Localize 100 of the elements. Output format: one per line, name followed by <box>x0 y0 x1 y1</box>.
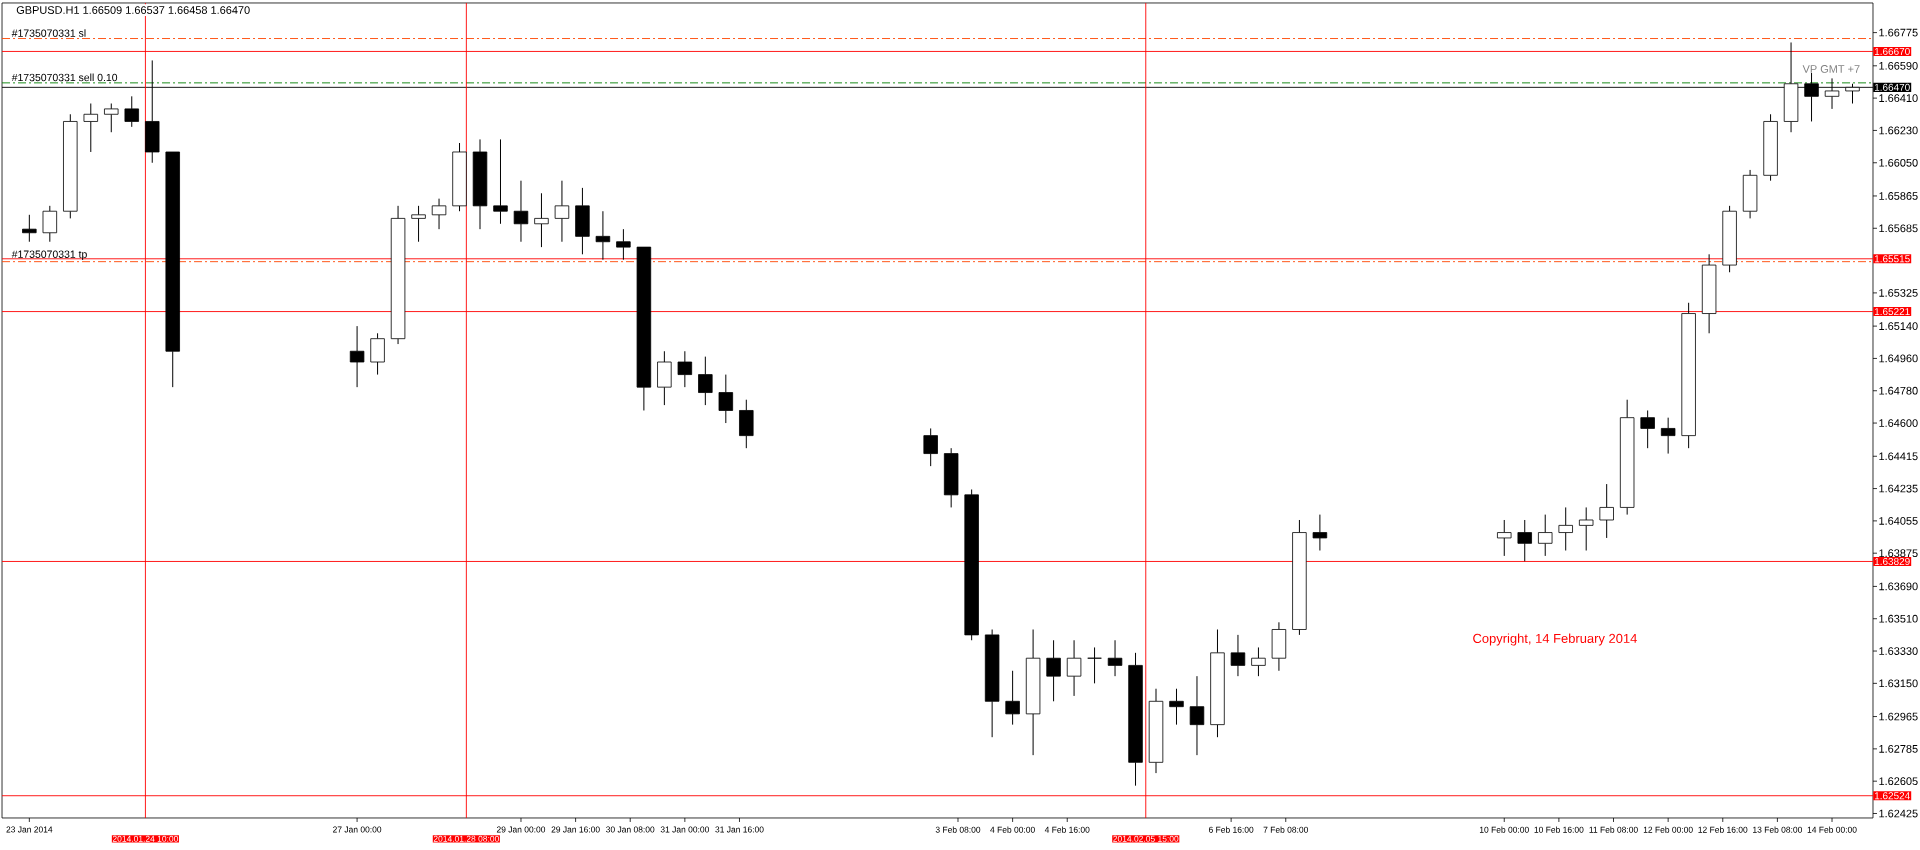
ref-line-label: 2014.01.24 10:00 <box>112 835 179 842</box>
candlestick <box>1538 514 1553 557</box>
candlestick <box>1271 621 1287 672</box>
x-tick-label: 4 Feb 00:00 <box>990 826 1035 833</box>
y-tick-label: 1.63510 <box>1879 614 1918 623</box>
x-tick-label: 11 Feb 08:00 <box>1589 826 1638 833</box>
candlestick <box>739 399 754 449</box>
y-tick-label: 1.63330 <box>1879 647 1918 655</box>
candlestick <box>349 325 365 388</box>
x-tick-label: 31 Jan 16:00 <box>715 826 764 833</box>
candlestick <box>1517 519 1532 562</box>
candlestick <box>1599 483 1614 539</box>
candlestick <box>124 95 139 128</box>
ref-line-label: 1.65221 <box>1874 308 1910 316</box>
ref-line-label: 1.63829 <box>1874 557 1910 565</box>
candlestick <box>1169 688 1184 726</box>
chart-title: GBPUSD.H1 1.66509 1.66537 1.66458 1.66470 <box>16 6 250 14</box>
y-tick-label: 1.66050 <box>1879 158 1918 167</box>
x-tick-label: 12 Feb 00:00 <box>1643 826 1693 833</box>
y-tick-label: 1.64055 <box>1879 517 1918 525</box>
candlestick <box>698 356 713 406</box>
candlestick <box>1578 506 1594 551</box>
y-tick-label: 1.64415 <box>1879 452 1918 461</box>
y-tick-label: 1.66775 <box>1879 28 1918 37</box>
y-tick-label: 1.62785 <box>1879 745 1918 753</box>
candlestick <box>42 205 58 243</box>
x-tick-label: 10 Feb 16:00 <box>1534 826 1584 833</box>
ref-line-label: 1.65515 <box>1874 255 1910 263</box>
x-tick-label: 29 Jan 16:00 <box>551 826 600 833</box>
y-tick-label: 1.64235 <box>1879 484 1918 493</box>
y-tick-label: 1.66230 <box>1879 126 1918 135</box>
annotation: Copyright, 14 February 2014 <box>1473 633 1637 646</box>
x-tick-label: 6 Feb 16:00 <box>1208 826 1254 833</box>
candlestick <box>370 332 385 376</box>
x-tick-label: 13 Feb 08:00 <box>1753 826 1802 833</box>
candlestick <box>165 151 180 388</box>
candlestick <box>984 628 1000 738</box>
candlestick <box>1087 646 1102 684</box>
y-tick-label: 1.64600 <box>1879 419 1918 427</box>
candlestick <box>554 180 570 243</box>
candlestick <box>1210 628 1225 738</box>
candlestick <box>1497 519 1512 557</box>
x-tick-label: 14 Feb 00:00 <box>1807 826 1857 833</box>
candlestick <box>1148 688 1164 774</box>
candlestick <box>83 103 99 153</box>
ref-line-label: 1.62524 <box>1874 792 1910 800</box>
candlestick <box>493 138 508 225</box>
candlestick <box>657 350 672 406</box>
ref-line-label: 1.66670 <box>1874 47 1910 55</box>
candlestick <box>1230 634 1246 677</box>
x-tick-label: 23 Jan 2014 <box>6 826 53 833</box>
y-tick-label: 1.65865 <box>1879 192 1918 200</box>
candlestick <box>1128 652 1143 787</box>
candlestick <box>534 192 549 248</box>
y-tick-label: 1.63690 <box>1879 582 1918 591</box>
candlestick <box>1312 514 1328 551</box>
y-tick-label: 1.64780 <box>1879 386 1918 395</box>
y-tick-label: 1.66590 <box>1879 61 1918 70</box>
candlestick <box>636 246 652 411</box>
ref-line-label: 2014.01.28 08:00 <box>433 835 499 842</box>
candlestick <box>1701 253 1717 334</box>
x-tick-label: 30 Jan 08:00 <box>606 826 655 833</box>
ref-line-label: 2014.02.05 15:00 <box>1113 835 1179 842</box>
candlestick <box>1640 409 1655 449</box>
candlestick <box>1742 169 1758 219</box>
x-tick-label: 12 Feb 16:00 <box>1698 826 1748 833</box>
ref-line-label: #1735070331 tp <box>11 250 87 260</box>
y-tick-label: 1.65325 <box>1879 289 1918 297</box>
candlestick <box>22 214 37 243</box>
y-tick-label: 1.66410 <box>1879 94 1918 103</box>
x-tick-label: 10 Feb 00:00 <box>1479 826 1529 833</box>
y-tick-label: 1.62965 <box>1879 712 1918 721</box>
y-tick-label: 1.62425 <box>1879 809 1918 818</box>
x-tick-label: 27 Jan 00:00 <box>333 826 382 833</box>
ref-line-label: 1.66470 <box>1874 83 1910 91</box>
candlestick <box>1292 519 1307 636</box>
candlestick <box>1046 639 1061 702</box>
ref-line-label: #1735070331 sell 0.10 <box>11 73 118 82</box>
candlestick <box>1558 506 1573 551</box>
y-tick-label: 1.65685 <box>1879 224 1918 233</box>
candlestick <box>472 138 488 230</box>
y-tick-label: 1.63875 <box>1879 549 1918 558</box>
candlestick <box>1681 302 1696 449</box>
y-tick-label: 1.62605 <box>1879 777 1918 786</box>
annotation: VP GMT +7 <box>1802 65 1860 73</box>
x-tick-label: 3 Feb 08:00 <box>935 826 981 833</box>
candlestick <box>1107 639 1123 677</box>
candlestick <box>575 187 590 255</box>
candlestick <box>1005 670 1020 726</box>
candlestick <box>595 210 611 261</box>
y-tick-label: 1.63150 <box>1879 679 1918 688</box>
x-tick-label: 29 Jan 00:00 <box>496 826 546 833</box>
x-tick-label: 7 Feb 08:00 <box>1263 826 1308 833</box>
candlestick <box>1660 417 1676 455</box>
x-tick-label: 4 Feb 16:00 <box>1044 826 1090 833</box>
candlestick <box>677 350 693 388</box>
ref-line-label: #1735070331 sl <box>11 29 86 37</box>
x-tick-label: 31 Jan 00:00 <box>660 826 709 833</box>
candlestick <box>923 427 938 467</box>
y-tick-label: 1.65140 <box>1879 322 1918 330</box>
